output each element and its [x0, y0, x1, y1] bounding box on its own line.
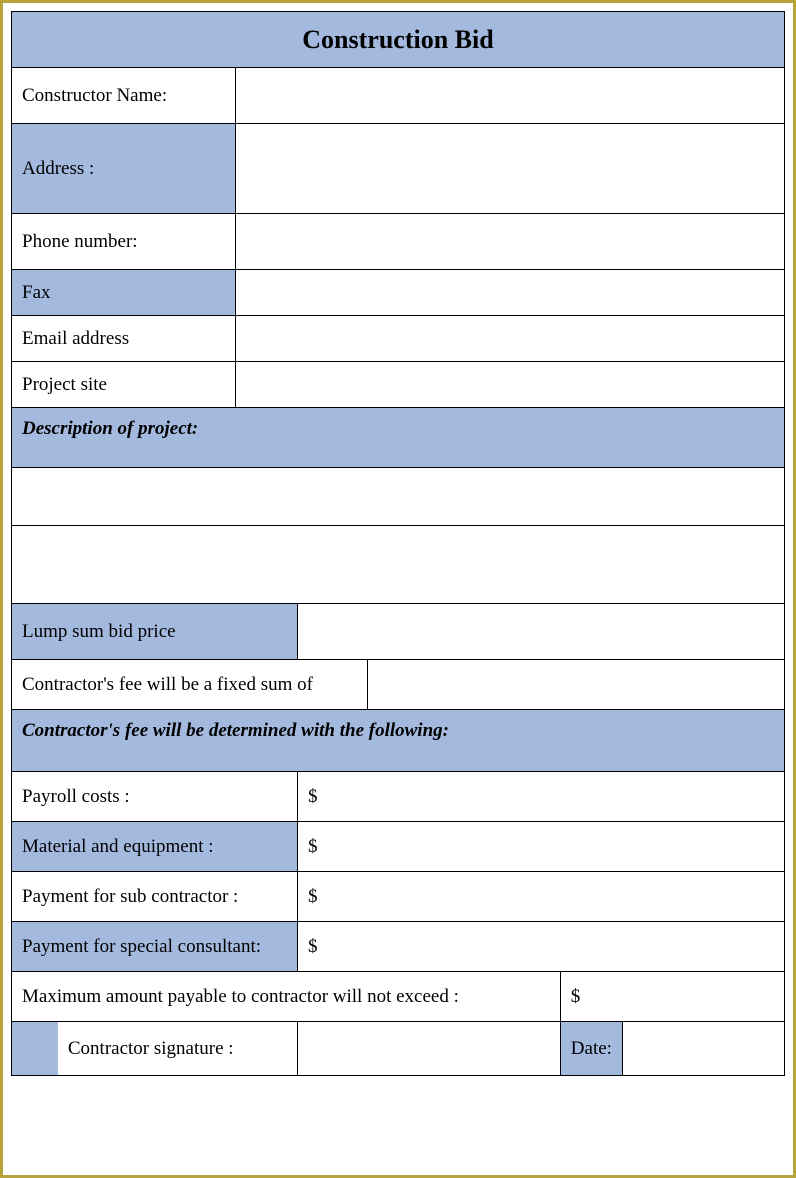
fixed-sum-row: Contractor's fee will be a fixed sum of	[12, 660, 785, 710]
form-container: Construction Bid Constructor Name: Addre…	[0, 0, 796, 1178]
fee-determined-header-row: Contractor's fee will be determined with…	[12, 710, 785, 772]
payroll-row: Payroll costs : $	[12, 772, 785, 822]
description-value-2[interactable]	[12, 526, 785, 604]
lump-sum-value[interactable]	[297, 604, 784, 660]
max-amount-label: Maximum amount payable to contractor wil…	[12, 972, 561, 1022]
fax-row: Fax	[12, 270, 785, 316]
max-amount-value[interactable]: $	[560, 972, 784, 1022]
material-label: Material and equipment :	[12, 822, 298, 872]
constructor-name-value[interactable]	[236, 68, 785, 124]
sub-contractor-label: Payment for sub contractor :	[12, 872, 298, 922]
signature-value[interactable]	[297, 1022, 560, 1076]
project-site-row: Project site	[12, 362, 785, 408]
email-row: Email address	[12, 316, 785, 362]
signature-row: Contractor signature : Date:	[12, 1022, 785, 1076]
constructor-name-label: Constructor Name:	[12, 68, 236, 124]
phone-label: Phone number:	[12, 214, 236, 270]
date-label: Date:	[560, 1022, 622, 1076]
material-row: Material and equipment : $	[12, 822, 785, 872]
description-line-1	[12, 468, 785, 526]
lump-sum-row: Lump sum bid price	[12, 604, 785, 660]
phone-row: Phone number:	[12, 214, 785, 270]
project-site-label: Project site	[12, 362, 236, 408]
description-header-row: Description of project:	[12, 408, 785, 468]
special-consultant-row: Payment for special consultant: $	[12, 922, 785, 972]
date-value[interactable]	[622, 1022, 784, 1076]
payroll-label: Payroll costs :	[12, 772, 298, 822]
description-value-1[interactable]	[12, 468, 785, 526]
address-row: Address :	[12, 124, 785, 214]
bid-form-table: Construction Bid Constructor Name: Addre…	[11, 11, 785, 1076]
form-title: Construction Bid	[12, 12, 785, 68]
material-value[interactable]: $	[297, 822, 784, 872]
lump-sum-label: Lump sum bid price	[12, 604, 298, 660]
phone-value[interactable]	[236, 214, 785, 270]
constructor-name-row: Constructor Name:	[12, 68, 785, 124]
title-row: Construction Bid	[12, 12, 785, 68]
fee-determined-header: Contractor's fee will be determined with…	[12, 710, 785, 772]
sub-contractor-row: Payment for sub contractor : $	[12, 872, 785, 922]
fixed-sum-value[interactable]	[367, 660, 784, 710]
fax-value[interactable]	[236, 270, 785, 316]
signature-label: Contractor signature :	[58, 1022, 298, 1076]
special-consultant-label: Payment for special consultant:	[12, 922, 298, 972]
address-value[interactable]	[236, 124, 785, 214]
email-value[interactable]	[236, 316, 785, 362]
email-label: Email address	[12, 316, 236, 362]
fax-label: Fax	[12, 270, 236, 316]
special-consultant-value[interactable]: $	[297, 922, 784, 972]
address-label: Address :	[12, 124, 236, 214]
max-amount-row: Maximum amount payable to contractor wil…	[12, 972, 785, 1022]
payroll-value[interactable]: $	[297, 772, 784, 822]
project-site-value[interactable]	[236, 362, 785, 408]
sub-contractor-value[interactable]: $	[297, 872, 784, 922]
description-header: Description of project:	[12, 408, 785, 468]
description-line-2	[12, 526, 785, 604]
fixed-sum-label: Contractor's fee will be a fixed sum of	[12, 660, 368, 710]
